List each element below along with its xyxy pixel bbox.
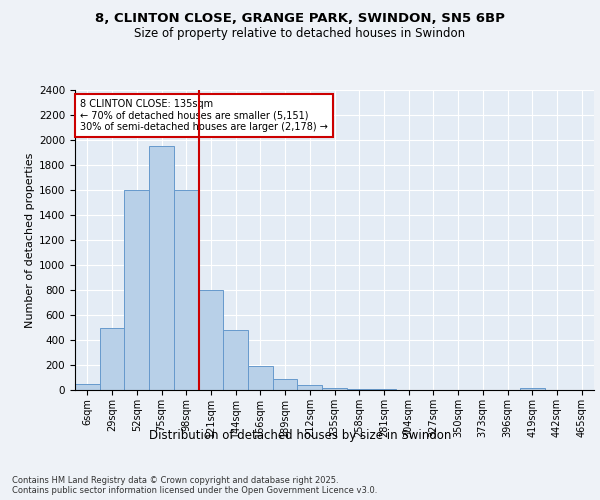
- Bar: [273, 379, 298, 390]
- Bar: [322, 388, 347, 390]
- Bar: [199, 290, 223, 390]
- Bar: [174, 190, 199, 390]
- Text: Size of property relative to detached houses in Swindon: Size of property relative to detached ho…: [134, 28, 466, 40]
- Text: Distribution of detached houses by size in Swindon: Distribution of detached houses by size …: [149, 430, 451, 442]
- Bar: [100, 328, 124, 390]
- Bar: [124, 190, 149, 390]
- Bar: [520, 388, 545, 390]
- Y-axis label: Number of detached properties: Number of detached properties: [25, 152, 35, 328]
- Bar: [298, 385, 322, 390]
- Bar: [347, 389, 371, 390]
- Text: 8, CLINTON CLOSE, GRANGE PARK, SWINDON, SN5 6BP: 8, CLINTON CLOSE, GRANGE PARK, SWINDON, …: [95, 12, 505, 26]
- Bar: [223, 330, 248, 390]
- Bar: [149, 146, 174, 390]
- Text: 8 CLINTON CLOSE: 135sqm
← 70% of detached houses are smaller (5,151)
30% of semi: 8 CLINTON CLOSE: 135sqm ← 70% of detache…: [80, 99, 328, 132]
- Bar: [75, 384, 100, 390]
- Text: Contains HM Land Registry data © Crown copyright and database right 2025.
Contai: Contains HM Land Registry data © Crown c…: [12, 476, 377, 495]
- Bar: [248, 366, 273, 390]
